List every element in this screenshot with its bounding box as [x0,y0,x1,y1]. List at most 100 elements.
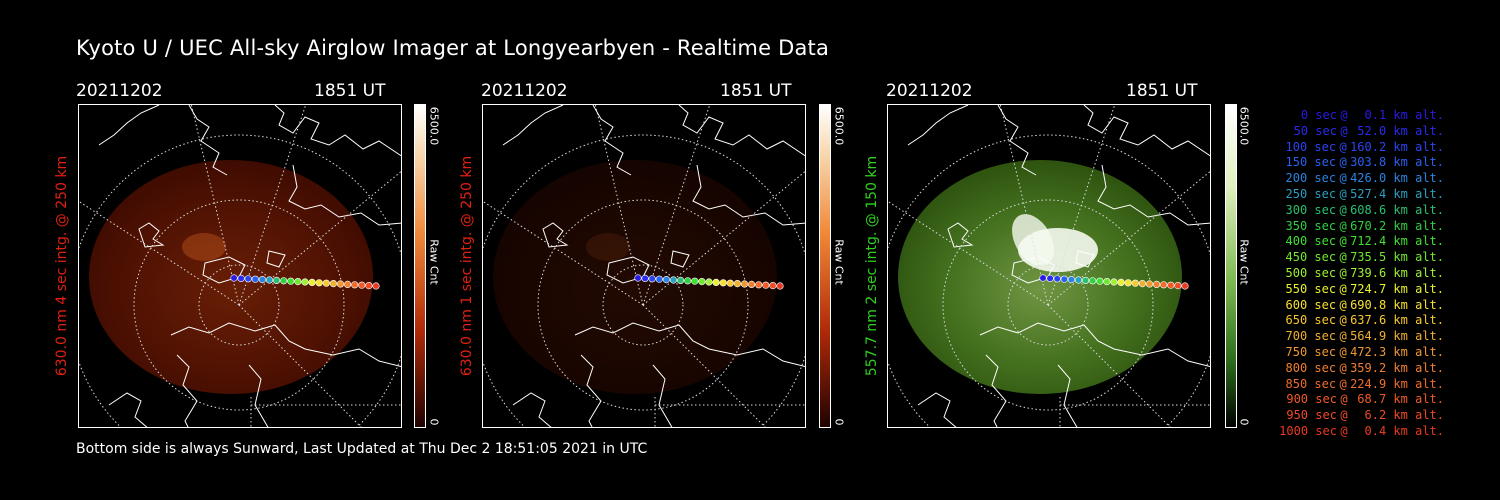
trajectory-point [655,275,663,283]
coastline [985,354,1007,427]
legend-row: 0 sec @0.1 km alt. [1268,108,1444,124]
legend-altitude: 739.6 km alt. [1350,265,1444,280]
coastline [502,105,564,146]
legend-at-sign: @ [1340,123,1348,138]
trajectory-point [698,278,706,286]
trajectory-point [733,280,741,288]
coastline [917,392,957,427]
trajectory-point [322,279,330,287]
coastline [592,105,632,176]
trajectory-point [1124,279,1132,287]
panel-3-image [887,104,1211,428]
legend-altitude: 712.4 km alt. [1350,234,1444,249]
legend-altitude: 637.6 km alt. [1350,313,1444,328]
latitude-circle [1007,264,1089,346]
trajectory-legend: 0 sec @0.1 km alt. 50 sec @52.0 km alt. 10… [1268,108,1444,440]
trajectory-point [351,281,359,289]
legend-at-sign: @ [1339,376,1347,391]
legend-time: 150 sec [1285,155,1337,170]
legend-row: 250 sec @527.4 km alt. [1268,187,1445,203]
legend-altitude: 68.7 km alt. [1357,392,1444,407]
all-sky-image [888,105,1210,427]
legend-at-sign: @ [1339,329,1347,344]
aurora-patch [182,233,226,261]
panel-1-colorbar-min: 0 [427,418,441,426]
trajectory-point [365,282,373,290]
grid-line [1059,397,1210,427]
legend-at-sign: @ [1339,202,1347,217]
legend-altitude: 670.2 km alt. [1350,218,1444,233]
legend-row: 750 sec @472.3 km alt. [1268,344,1445,361]
trajectory-point [684,277,692,285]
trajectory-point [258,276,266,284]
legend-at-sign: @ [1339,218,1347,233]
trajectory-point [1160,281,1168,289]
panel-3-time: 1851 UT [1126,81,1198,101]
trajectory-point [372,282,380,290]
legend-at-sign: @ [1340,408,1348,423]
trajectory-point [1074,276,1083,284]
coastline [907,105,969,146]
aurora-patch [1012,214,1054,266]
trajectory-point [726,279,734,287]
legend-altitude: 472.3 km alt. [1350,344,1444,359]
all-sky-image [79,105,401,427]
legend-altitude: 735.5 km alt. [1350,250,1444,265]
legend-time: 900 sec [1286,392,1337,407]
legend-time: 550 sec [1285,281,1337,296]
trajectory-point [287,277,295,285]
panel-1-time: 1851 UT [314,81,386,101]
coastline [678,105,805,157]
panel-2-date: 20211202 [481,81,568,101]
panel-3-side-label: 557.7 nm 2 sec intg. @ 150 km [864,155,880,377]
coastline [188,105,228,176]
legend-at-sign: @ [1339,297,1347,312]
panel-2-colorbar-unit: Raw Cnt [832,239,846,285]
legend-at-sign: @ [1339,313,1347,328]
grid-line [654,397,805,427]
legend-at-sign: @ [1340,392,1348,407]
panel-2-time: 1851 UT [720,81,792,101]
legend-row: 650 sec @637.6 km alt. [1268,313,1445,329]
legend-row: 800 sec @359.2 km alt. [1268,360,1445,377]
all-sky-image [483,105,805,427]
trajectory-point [748,280,756,288]
panel-2-colorbar-max: 6500.0 [832,106,846,146]
panel-1-side-label: 630.0 nm 4 sec intg. @ 250 km [54,155,70,377]
meridian-line [238,304,362,427]
legend-altitude: 303.8 km alt. [1350,155,1444,170]
legend-at-sign: @ [1339,139,1347,154]
legend-time: 100 sec [1285,139,1337,154]
coastline [947,222,974,248]
coastline [170,322,401,368]
coastline [108,392,148,427]
trajectory-point [336,280,345,288]
trajectory-point [1110,278,1118,286]
latitude-circle [942,199,1154,411]
panel-2-image [482,104,806,428]
trajectory-point [1138,280,1146,288]
legend-at-sign: @ [1339,360,1347,375]
legend-row: 450 sec @735.5 km alt. [1268,250,1445,266]
trajectory-point [1103,278,1111,286]
trajectory-point [1082,276,1090,284]
legend-time: 950 sec [1286,408,1337,423]
trajectory-point [1145,280,1154,288]
trajectory-point [755,281,763,289]
meridian-line [642,105,711,306]
coastline [1097,164,1210,226]
trajectory-point [280,277,288,285]
legend-row: 900 sec @68.7 km alt. [1268,392,1444,408]
legend-time: 200 sec [1285,171,1337,186]
coastline [692,164,805,226]
meridian-line [642,304,766,427]
panel-3-colorbar-max: 6500.0 [1237,106,1251,146]
legend-time: 50 sec [1293,123,1337,138]
legend-time: 500 sec [1285,265,1337,280]
panel-3-colorbar-min: 0 [1237,418,1251,426]
coastline [248,364,269,427]
legend-altitude: 52.0 km alt. [1357,123,1444,138]
footer-status: Bottom side is always Sunward, Last Upda… [76,441,648,457]
legend-altitude: 724.7 km alt. [1350,281,1444,296]
trajectory-point [776,282,784,290]
